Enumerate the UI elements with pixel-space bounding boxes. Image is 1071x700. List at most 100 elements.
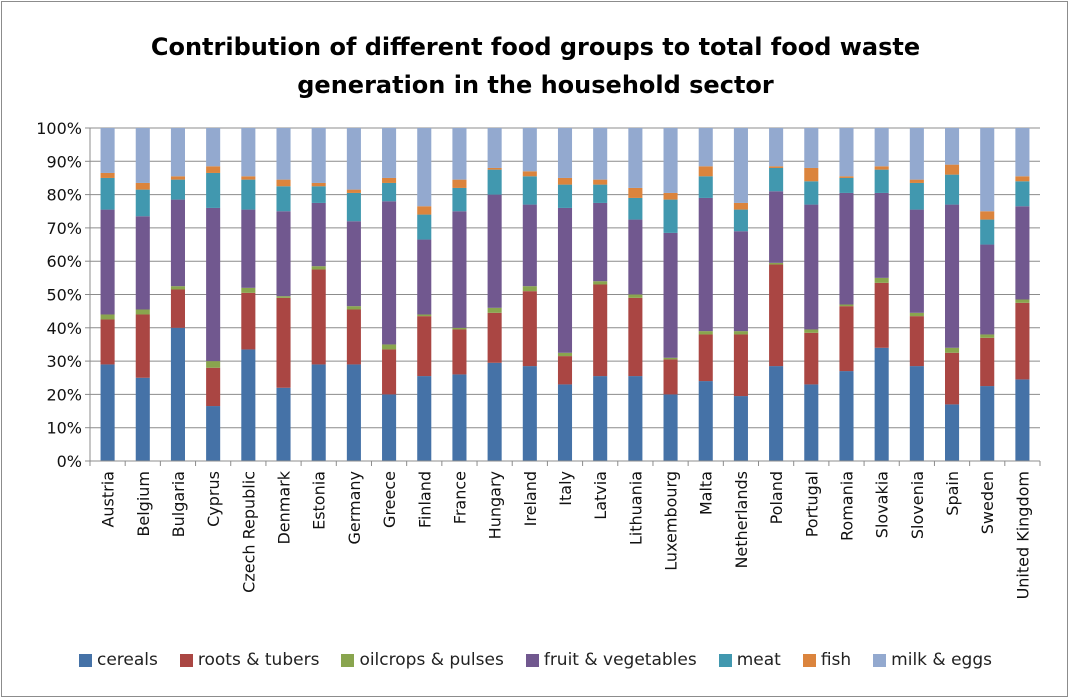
bar-segment-oilcrops-pulses [733, 331, 748, 335]
bar-segment-meat [593, 184, 608, 203]
bar-segment-fruit-vegetables [382, 201, 397, 345]
bar-segment-roots-tubers [487, 312, 502, 363]
x-tick-label: Germany [345, 471, 364, 545]
bar-segment-cereals [839, 371, 854, 461]
legend-label: meat [736, 650, 781, 670]
bar-segment-cereals [874, 347, 889, 461]
bar-segment-milk-eggs [909, 128, 924, 180]
legend-swatch [718, 653, 732, 667]
bar-segment-cereals [382, 394, 397, 461]
bar-segment-oilcrops-pulses [839, 304, 854, 307]
bar-segment-oilcrops-pulses [1015, 299, 1030, 303]
bar-segment-meat [769, 167, 784, 192]
x-tick-label: Spain [943, 471, 962, 516]
bar-segment-oilcrops-pulses [593, 281, 608, 285]
bar-segment-fruit-vegetables [874, 192, 889, 278]
bar-segment-oilcrops-pulses [452, 327, 467, 330]
bar-segment-fruit-vegetables [698, 197, 713, 332]
bar-segment-cereals [909, 366, 924, 461]
bars [100, 128, 1030, 461]
bar-segment-roots-tubers [663, 359, 678, 395]
bar-segment-meat [733, 209, 748, 232]
bar-segment-roots-tubers [135, 314, 150, 378]
bar-segment-roots-tubers [276, 297, 291, 388]
bar-segment-cereals [135, 377, 150, 461]
bar-segment-milk-eggs [487, 128, 502, 168]
legend-swatch [873, 653, 887, 667]
bar-segment-oilcrops-pulses [417, 314, 432, 317]
bar-segment-oilcrops-pulses [769, 262, 784, 265]
bar-segment-cereals [276, 387, 291, 461]
x-tick-label: Romania [837, 471, 856, 541]
bar-segment-meat [698, 176, 713, 198]
bar-segment-roots-tubers [593, 284, 608, 377]
legend-item: fruit & vegetables [525, 650, 697, 670]
x-tick-label: Malta [697, 471, 716, 515]
bar-segment-roots-tubers [557, 356, 573, 385]
x-tick-label: Finland [415, 471, 434, 528]
bar-stack-lithuania [628, 128, 643, 461]
bar-segment-fish [206, 166, 221, 173]
legend-item: oilcrops & pulses [341, 650, 504, 670]
bar-segment-milk-eggs [733, 128, 748, 203]
bar-segment-roots-tubers [311, 269, 326, 365]
bar-segment-cereals [628, 376, 643, 461]
y-tick-label: 10% [46, 419, 82, 438]
bar-segment-roots-tubers [1015, 302, 1030, 380]
bar-segment-cereals [170, 327, 185, 461]
bar-segment-fish [452, 179, 467, 188]
bar-segment-cereals [663, 394, 678, 461]
bar-stack-latvia [593, 128, 608, 461]
bar-stack-finland [417, 128, 432, 461]
x-tick-label: Hungary [486, 471, 505, 539]
bar-segment-cereals [698, 381, 713, 461]
legend-swatch [802, 653, 816, 667]
legend-swatch [525, 653, 539, 667]
bar-segment-cereals [980, 386, 995, 461]
bar-segment-milk-eggs [417, 128, 432, 207]
bar-segment-fruit-vegetables [663, 232, 678, 358]
bar-segment-meat [945, 174, 960, 205]
bar-segment-cereals [733, 396, 748, 461]
bar-segment-roots-tubers [909, 316, 924, 367]
bar-segment-milk-eggs [241, 128, 256, 177]
x-tick-label: Denmark [275, 470, 294, 544]
bar-stack-sweden [980, 128, 995, 461]
bar-segment-roots-tubers [769, 264, 784, 367]
y-tick-label: 0% [57, 452, 82, 471]
bar-segment-roots-tubers [100, 319, 115, 365]
x-tick-label: Greece [380, 471, 399, 528]
x-tick-label: Sweden [978, 471, 997, 534]
bar-segment-fish [663, 192, 678, 200]
bar-segment-meat [628, 197, 643, 220]
bar-segment-fish [839, 176, 854, 178]
bar-segment-fruit-vegetables [311, 202, 326, 267]
bar-segment-roots-tubers [346, 309, 361, 365]
bar-segment-fish [769, 166, 784, 168]
bar-segment-milk-eggs [593, 128, 608, 180]
bar-segment-meat [1015, 181, 1030, 207]
bar-segment-fish [874, 166, 889, 170]
bar-segment-milk-eggs [311, 128, 326, 183]
x-tick-label: United Kingdom [1013, 471, 1032, 599]
bar-segment-roots-tubers [733, 334, 748, 397]
bar-stack-luxembourg [663, 128, 678, 461]
bar-segment-milk-eggs [839, 128, 854, 177]
bar-segment-milk-eggs [346, 128, 361, 190]
bar-stack-france [452, 128, 467, 461]
bar-stack-slovenia [909, 128, 924, 461]
bar-segment-milk-eggs [557, 128, 573, 178]
bar-segment-fruit-vegetables [628, 219, 643, 295]
bar-segment-meat [522, 176, 537, 205]
bar-stack-austria [100, 128, 115, 461]
bar-segment-oilcrops-pulses [382, 344, 397, 350]
legend-item: meat [718, 650, 781, 670]
bar-segment-oilcrops-pulses [804, 329, 819, 333]
bar-segment-oilcrops-pulses [522, 286, 537, 292]
axes [85, 127, 1041, 466]
bar-segment-meat [276, 186, 291, 212]
legend: cereals roots & tubers oilcrops & pulses fr… [0, 650, 1071, 670]
bar-segment-meat [206, 172, 221, 208]
bar-segment-milk-eggs [170, 128, 185, 177]
bar-segment-fish [804, 167, 819, 182]
